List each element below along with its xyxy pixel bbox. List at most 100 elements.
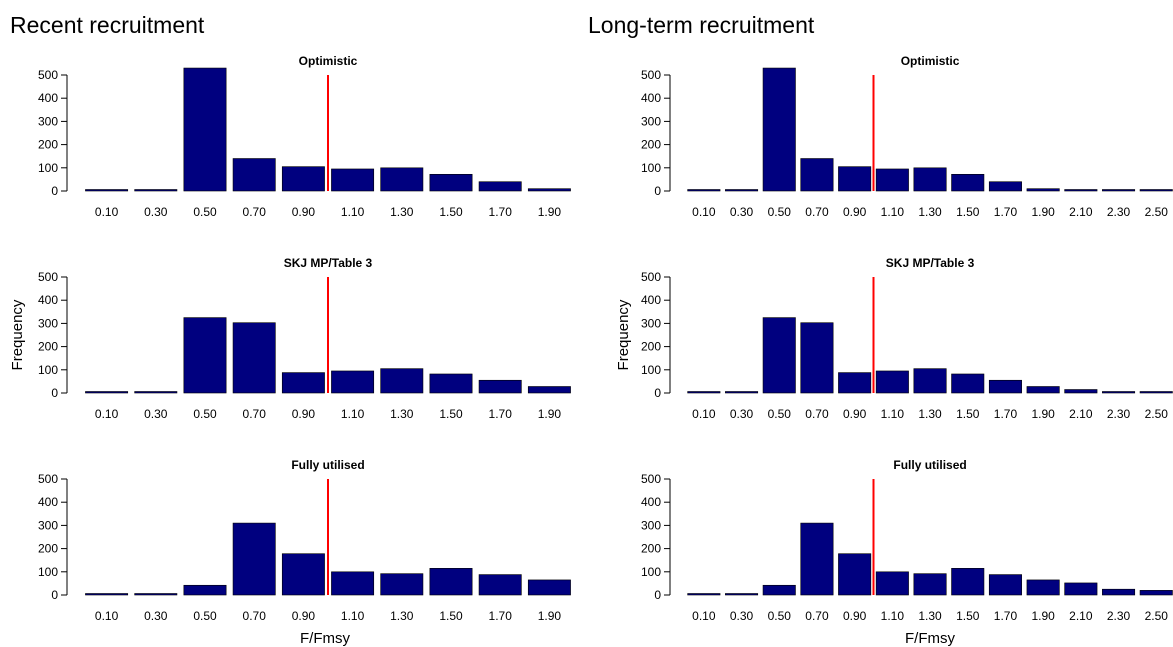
y-tick-label: 400: [641, 293, 661, 307]
histogram-bar: [988, 574, 1022, 596]
x-tick-label: 0.70: [805, 205, 829, 219]
y-tick-label: 500: [641, 270, 661, 284]
y-tick-label: 500: [641, 472, 661, 486]
histogram-bar: [725, 189, 759, 192]
x-tick-label: 1.70: [489, 609, 513, 623]
histogram-bar: [687, 593, 721, 596]
histogram-bar: [380, 573, 424, 596]
y-tick-label: 300: [38, 316, 58, 330]
y-tick-label: 0: [51, 184, 58, 198]
x-tick-label: 1.10: [341, 407, 365, 421]
histogram-bar: [913, 167, 947, 192]
histogram-bar: [429, 568, 473, 596]
y-tick-label: 100: [641, 161, 661, 175]
histogram-bar: [85, 189, 129, 192]
y-tick-label: 200: [38, 542, 58, 556]
x-axis-label: F/Fmsy: [300, 630, 350, 647]
y-tick-label: 300: [641, 518, 661, 532]
panel-title: SKJ MP/Table 3: [284, 256, 373, 270]
column-title-recent: Recent recruitment: [10, 12, 205, 38]
x-tick-label: 1.90: [538, 205, 562, 219]
histogram-bar: [380, 368, 424, 394]
histogram-bar: [478, 574, 522, 596]
x-tick-label: 0.10: [95, 407, 119, 421]
histogram-bar: [1026, 386, 1060, 394]
x-tick-label: 1.90: [538, 407, 562, 421]
x-tick-label: 1.10: [341, 205, 365, 219]
histogram-bar: [1064, 389, 1098, 394]
histogram-bar: [281, 553, 325, 596]
x-tick-label: 1.90: [1031, 609, 1055, 623]
x-tick-label: 0.10: [692, 609, 716, 623]
histogram-bar: [183, 67, 227, 192]
histogram-bar: [134, 593, 178, 596]
x-tick-label: 0.30: [730, 407, 754, 421]
x-tick-label: 0.50: [768, 609, 792, 623]
x-tick-label: 0.10: [95, 205, 119, 219]
histogram-bar: [800, 522, 834, 596]
x-tick-label: 1.30: [918, 609, 942, 623]
x-tick-label: 0.70: [243, 407, 267, 421]
x-tick-label: 1.70: [489, 205, 513, 219]
y-tick-label: 300: [38, 518, 58, 532]
x-tick-label: 1.50: [439, 205, 463, 219]
histogram-bar: [687, 189, 721, 192]
y-tick-label: 200: [641, 542, 661, 556]
x-axis-label: F/Fmsy: [905, 630, 955, 647]
panel-title: Fully utilised: [291, 458, 364, 472]
histogram-bar: [1064, 189, 1098, 192]
x-tick-label: 0.10: [692, 407, 716, 421]
histogram-bar: [331, 571, 375, 596]
histogram-bar: [85, 593, 129, 596]
x-tick-label: 0.90: [843, 407, 867, 421]
histogram-bar: [1026, 579, 1060, 596]
histogram-bar: [762, 584, 796, 596]
x-tick-label: 0.70: [243, 609, 267, 623]
x-tick-label: 1.10: [341, 609, 365, 623]
histogram-bar: [281, 166, 325, 192]
histogram-bar: [527, 579, 571, 596]
y-tick-label: 400: [38, 91, 58, 105]
x-tick-label: 0.90: [292, 407, 316, 421]
histogram-bar: [183, 317, 227, 394]
x-tick-label: 0.50: [193, 407, 217, 421]
x-tick-label: 0.90: [292, 205, 316, 219]
histogram-bar: [951, 173, 985, 192]
x-tick-label: 0.50: [193, 609, 217, 623]
x-tick-label: 1.50: [956, 407, 980, 421]
histogram-bar: [1139, 391, 1173, 394]
y-tick-label: 200: [641, 138, 661, 152]
y-tick-label: 500: [38, 68, 58, 82]
panel-title: Fully utilised: [893, 458, 966, 472]
histogram-bar: [232, 158, 276, 192]
histogram-bar: [1102, 189, 1136, 192]
histogram-bar: [134, 391, 178, 394]
y-tick-label: 0: [654, 386, 661, 400]
panel-title: Optimistic: [901, 54, 960, 68]
x-tick-label: 2.10: [1069, 407, 1093, 421]
y-tick-label: 100: [38, 161, 58, 175]
y-axis-label: Frequency: [9, 299, 26, 370]
histogram-bar: [725, 593, 759, 596]
x-tick-label: 1.10: [881, 205, 905, 219]
y-tick-label: 0: [654, 184, 661, 198]
x-tick-label: 1.30: [918, 407, 942, 421]
histogram-bar: [478, 379, 522, 394]
y-tick-label: 500: [38, 472, 58, 486]
x-tick-label: 1.50: [439, 609, 463, 623]
histogram-bar: [875, 571, 909, 596]
x-tick-label: 2.30: [1107, 205, 1131, 219]
x-tick-label: 0.30: [144, 609, 168, 623]
x-tick-label: 2.10: [1069, 205, 1093, 219]
histogram-bar: [478, 181, 522, 192]
y-axis-label: Frequency: [615, 299, 632, 370]
y-tick-label: 300: [641, 316, 661, 330]
x-tick-label: 2.50: [1145, 609, 1169, 623]
x-tick-label: 2.10: [1069, 609, 1093, 623]
histogram-bar: [913, 368, 947, 394]
x-tick-label: 0.10: [95, 609, 119, 623]
x-tick-label: 1.90: [1031, 205, 1055, 219]
y-tick-label: 0: [654, 588, 661, 602]
x-tick-label: 1.30: [390, 205, 414, 219]
x-tick-label: 1.70: [994, 407, 1018, 421]
